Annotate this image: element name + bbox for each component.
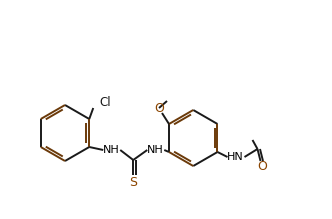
Text: Cl: Cl xyxy=(99,97,111,110)
Text: O: O xyxy=(258,161,268,173)
Text: HN: HN xyxy=(227,152,244,162)
Text: S: S xyxy=(129,175,137,189)
Text: O: O xyxy=(154,101,164,115)
Text: NH: NH xyxy=(103,145,120,155)
Text: NH: NH xyxy=(147,145,164,155)
